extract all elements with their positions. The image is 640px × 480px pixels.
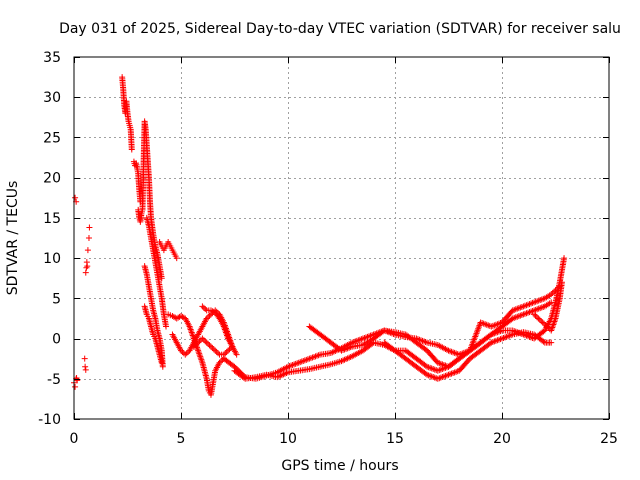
x-tick-label: 0: [70, 431, 79, 447]
data-point: [229, 343, 236, 350]
data-point: [552, 287, 559, 294]
data-point: [531, 311, 538, 318]
data-point-interp: [536, 316, 543, 323]
data-point-interp: [532, 312, 539, 319]
x-axis-label: GPS time / hours: [281, 458, 398, 474]
data-point: [82, 363, 89, 370]
data-point-interp: [200, 336, 207, 343]
data-point: [190, 343, 197, 350]
data-point-interp: [215, 314, 222, 321]
data-point: [561, 255, 568, 262]
data-point-interp: [183, 350, 190, 357]
data-point: [212, 347, 219, 354]
data-point: [225, 347, 232, 354]
data-point: [158, 359, 165, 366]
data-point: [74, 377, 81, 384]
data-point-interp: [542, 322, 549, 329]
y-tick-label: 35: [43, 50, 61, 66]
data-point-interp: [538, 318, 545, 325]
data-point-interp: [213, 348, 220, 355]
x-tick-label: 15: [386, 431, 404, 447]
data-point: [158, 275, 165, 282]
data-point-interp: [215, 350, 222, 357]
data-point: [72, 383, 79, 390]
y-tick-label: 5: [52, 291, 61, 307]
gridlines: [74, 57, 609, 419]
data-point-interp: [200, 304, 207, 311]
data-point: [233, 351, 240, 358]
data-point: [203, 315, 210, 322]
data-point-interp: [205, 340, 212, 347]
data-point-interp: [206, 312, 213, 319]
y-tick-label: 15: [43, 211, 61, 227]
x-tick-label: 5: [177, 431, 186, 447]
data-point-interp: [541, 320, 548, 327]
data-point-interp: [210, 346, 217, 353]
axis-ticks: [74, 57, 610, 420]
data-points: [71, 74, 568, 398]
data-point-interp: [179, 348, 186, 355]
data-point: [82, 366, 89, 373]
data-point: [84, 263, 91, 270]
data-point: [199, 303, 206, 310]
data-point: [86, 224, 93, 231]
data-point-interp: [533, 314, 540, 321]
data-point-interp: [202, 306, 209, 313]
x-tick-label: 20: [493, 431, 511, 447]
data-point: [207, 343, 214, 350]
y-tick-label: -10: [38, 412, 61, 428]
y-tick-label: 10: [43, 251, 61, 267]
y-axis-label: SDTVAR / TECUs: [5, 181, 21, 296]
data-point: [128, 146, 135, 153]
x-tick-label: 10: [279, 431, 297, 447]
data-point-interp: [549, 289, 556, 296]
data-point: [173, 255, 180, 262]
data-point: [159, 363, 166, 370]
data-point: [548, 339, 555, 346]
chart-title: Day 031 of 2025, Sidereal Day-to-day VTE…: [59, 21, 621, 37]
data-point-interp: [209, 344, 216, 351]
y-tick-label: 30: [43, 90, 61, 106]
y-tick-label: 0: [52, 332, 61, 348]
data-point: [178, 347, 184, 354]
data-point: [539, 319, 546, 326]
y-tick-label: -5: [47, 372, 61, 388]
data-point-interp: [196, 338, 203, 345]
data-point: [558, 279, 565, 286]
tick-labels: 0 5 10 15 20 25 -10 -5 0 5 10 15 20 25 30 35: [38, 50, 618, 447]
data-point: [535, 315, 542, 322]
data-point-interp: [222, 350, 229, 357]
data-point: [84, 247, 91, 254]
data-point: [72, 194, 79, 201]
data-point: [216, 359, 223, 366]
data-point: [85, 235, 92, 241]
y-tick-label: 25: [43, 130, 61, 146]
data-point-interp: [551, 288, 558, 295]
data-point-interp: [205, 314, 212, 321]
plot-frame: [73, 56, 610, 420]
data-point-interp: [540, 338, 547, 345]
data-point: [82, 269, 89, 276]
x-tick-label: 25: [600, 431, 618, 447]
data-point-interp: [217, 358, 224, 365]
data-point: [182, 351, 189, 358]
data-point-interp: [192, 342, 199, 349]
data-point-interp: [202, 338, 209, 345]
data-point: [548, 299, 555, 306]
data-point-interp: [206, 342, 213, 349]
data-point-interp: [390, 346, 397, 353]
data-point-interp: [193, 340, 200, 347]
data-point: [199, 335, 206, 342]
data-point: [163, 323, 170, 330]
data-point: [548, 291, 555, 298]
data-point: [543, 323, 550, 330]
data-point: [195, 339, 202, 346]
data-point-interp: [226, 346, 233, 353]
data-point: [81, 355, 88, 362]
data-point: [203, 339, 210, 346]
y-tick-label: 20: [43, 171, 61, 187]
data-point-interp: [223, 348, 230, 355]
